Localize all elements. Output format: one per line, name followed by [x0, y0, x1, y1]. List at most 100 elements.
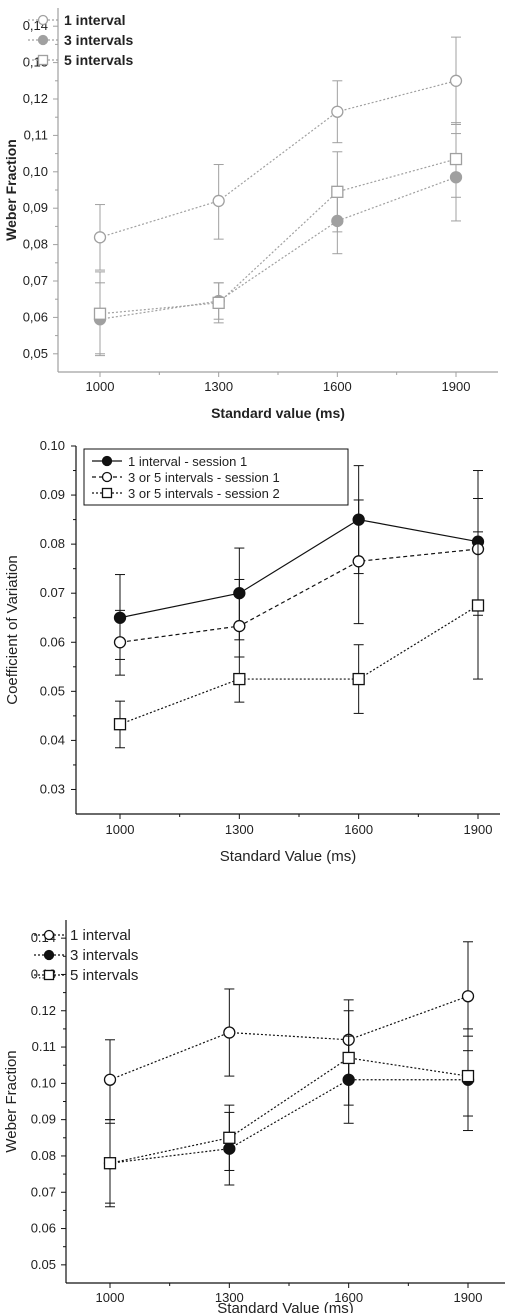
- y-tick-label: 0,12: [23, 91, 48, 106]
- series-line: [119, 604, 479, 725]
- y-tick-label: 0.06: [40, 634, 65, 649]
- series-line: [109, 1079, 468, 1164]
- legend-marker: [37, 14, 49, 26]
- legend: 1 interval 3 intervals 5 intervals: [28, 12, 133, 68]
- x-tick-label: 1000: [96, 1290, 125, 1305]
- series-2: [113, 498, 485, 680]
- y-tick-label: 0.12: [31, 1003, 56, 1018]
- data-point: [449, 152, 463, 166]
- y-tick-label: 0.07: [31, 1184, 56, 1199]
- x-tick-label: 1300: [215, 1290, 244, 1305]
- series-line: [119, 548, 479, 643]
- y-tick-label: 0,06: [23, 309, 48, 324]
- data-point: [342, 1051, 355, 1065]
- data-point: [233, 672, 246, 686]
- legend-label: 3 intervals: [64, 32, 133, 48]
- y-tick-label: 0.06: [31, 1221, 56, 1236]
- y-tick-label: 0.08: [40, 536, 65, 551]
- legend-marker: [43, 929, 55, 941]
- data-point: [461, 990, 475, 1003]
- data-point: [103, 1157, 117, 1170]
- y-axis-label: Weber Fraction: [3, 139, 19, 241]
- data-point: [461, 1069, 475, 1083]
- x-tick-label: 1900: [442, 379, 471, 394]
- x-axis-label: Standard Value (ms): [217, 1300, 353, 1313]
- y-tick-label: 0.10: [40, 438, 65, 453]
- series-line: [99, 80, 457, 238]
- legend-marker: [43, 969, 55, 981]
- legend-marker: [43, 949, 55, 961]
- data-point: [223, 1131, 236, 1144]
- legend-label: 3 intervals: [70, 947, 138, 964]
- data-point: [93, 307, 107, 320]
- x-axis-label: Standard value (ms): [211, 405, 345, 421]
- data-point: [113, 718, 127, 731]
- data-point: [93, 231, 107, 244]
- y-tick-label: 0.09: [31, 1112, 56, 1127]
- legend: 1 interval - session 13 or 5 intervals -…: [83, 448, 349, 506]
- legend-label: 3 or 5 intervals - session 1: [128, 470, 280, 485]
- y-tick-label: 0.05: [40, 683, 65, 698]
- series-line: [99, 158, 457, 315]
- y-tick-label: 0,08: [23, 237, 48, 252]
- legend-label: 5 intervals: [64, 52, 133, 68]
- series-1: [93, 36, 463, 271]
- x-tick-label: 1000: [86, 379, 115, 394]
- series-line: [99, 176, 457, 320]
- legend-label: 5 intervals: [70, 967, 138, 984]
- y-tick-label: 0.09: [40, 487, 65, 502]
- series-3: [113, 531, 485, 749]
- data-point: [352, 555, 365, 568]
- x-tick-label: 1300: [225, 822, 254, 837]
- chart-2: 0.03 0.04 0.05 0.06 0.07 0.08 0.09 0.10 1000 1300…: [4, 438, 500, 865]
- y-tick-label: 0.08: [31, 1148, 56, 1163]
- y-tick-label: 0.04: [40, 732, 65, 747]
- series-2: [103, 1028, 475, 1204]
- series-2: [93, 133, 463, 355]
- data-point: [352, 672, 365, 686]
- y-tick-label: 0,09: [23, 200, 48, 215]
- legend-marker: [37, 34, 49, 46]
- y-tick-label: 0,11: [24, 127, 48, 142]
- data-point: [113, 636, 127, 649]
- y-tick-label: 0.07: [40, 585, 65, 600]
- data-point: [331, 105, 344, 118]
- legend-marker: [37, 54, 49, 66]
- data-point: [212, 296, 225, 309]
- legend-marker: [101, 455, 113, 467]
- legend-marker: [101, 471, 113, 483]
- y-tick-label: 0.05: [31, 1257, 56, 1272]
- series-3: [103, 1010, 475, 1208]
- series-3: [93, 122, 463, 357]
- x-tick-label: 1600: [334, 1290, 363, 1305]
- data-point: [331, 185, 344, 198]
- legend-label: 1 interval: [70, 927, 131, 944]
- x-tick-label: 1900: [464, 822, 493, 837]
- data-point: [471, 599, 485, 612]
- y-axis-label: Weber Fraction: [3, 1050, 20, 1152]
- data-point: [103, 1073, 117, 1086]
- y-tick-label: 0.03: [40, 781, 65, 796]
- data-point: [212, 194, 225, 208]
- legend-marker: [101, 487, 113, 499]
- data-point: [233, 619, 246, 633]
- x-tick-label: 1600: [323, 379, 352, 394]
- legend-box: [83, 448, 349, 506]
- y-tick-label: 0.10: [31, 1075, 56, 1090]
- chart-1: 0,050,060,070,080,090,100,110,120,130,14…: [3, 8, 498, 421]
- series-line: [119, 518, 479, 619]
- data-point: [223, 1026, 236, 1039]
- y-axis-label: Coefficient of Variation: [4, 555, 21, 705]
- y-tick-label: 0,10: [23, 164, 48, 179]
- y-tick-label: 0,07: [23, 273, 48, 288]
- legend-label: 3 or 5 intervals - session 2: [128, 486, 280, 501]
- x-axis-label: Standard Value (ms): [220, 848, 356, 865]
- x-tick-label: 1000: [106, 822, 135, 837]
- y-tick-label: 0.11: [32, 1039, 56, 1054]
- y-tick-label: 0,05: [23, 346, 48, 361]
- x-tick-label: 1600: [344, 822, 373, 837]
- x-tick-label: 1900: [454, 1290, 483, 1305]
- data-point: [449, 74, 463, 87]
- chart-3: 0.050.060.070.080.090.100.110.120.130.14…: [3, 920, 505, 1313]
- series-1: [103, 941, 475, 1121]
